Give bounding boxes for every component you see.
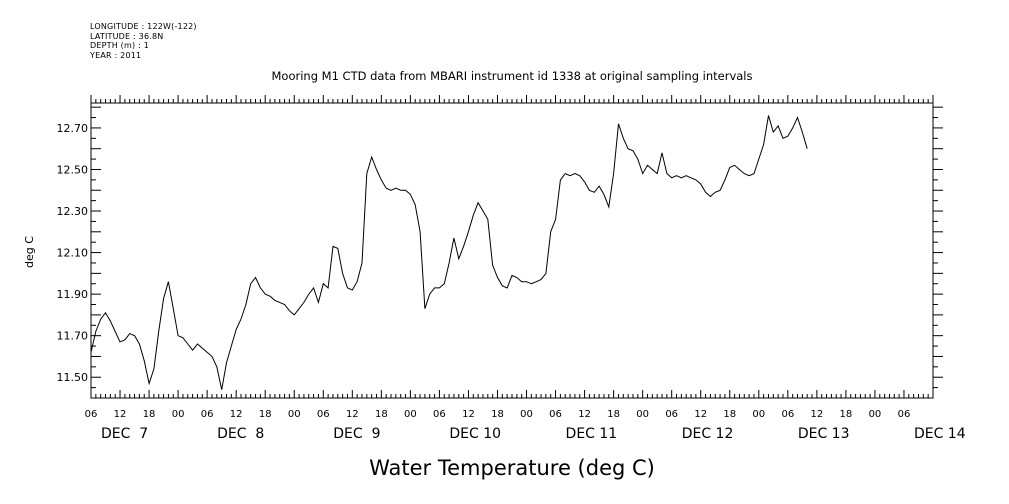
x-hour-label: 12 — [462, 409, 475, 420]
x-hour-label: 12 — [694, 409, 707, 420]
x-day-label: DEC 7 — [101, 426, 148, 442]
y-tick-label: 11.50 — [57, 371, 89, 384]
x-hour-label: 00 — [172, 409, 185, 420]
x-hour-label: 06 — [781, 409, 794, 420]
x-day-label: DEC 11 — [566, 426, 618, 442]
year-text: YEAR : 2011 — [90, 50, 142, 60]
x-hour-label: 00 — [752, 409, 765, 420]
x-hour-label: 18 — [840, 409, 853, 420]
x-hour-label: 12 — [230, 409, 243, 420]
x-hour-label: 12 — [578, 409, 591, 420]
y-tick-label: 11.90 — [57, 288, 89, 301]
x-day-label: DEC 13 — [798, 426, 850, 442]
x-hour-label: 18 — [259, 409, 272, 420]
x-hour-label: 18 — [607, 409, 620, 420]
dataset-metadata: LONGITUDE : 122W(-122) LATITUDE : 36.8N … — [90, 22, 197, 60]
y-axis: 11.50 11.70 11.90 12.10 12.30 12.50 12.70 — [57, 106, 943, 389]
depth-text: DEPTH (m) : 1 — [90, 41, 149, 50]
x-hour-label: 18 — [723, 409, 736, 420]
y-tick-label: 11.70 — [57, 330, 89, 343]
x-hour-label: 12 — [810, 409, 823, 420]
x-hour-label: 06 — [549, 409, 562, 420]
x-hour-label: 06 — [85, 409, 98, 420]
x-hour-label: 00 — [869, 409, 882, 420]
x-hour-label: 12 — [346, 409, 359, 420]
x-hour-label: 18 — [375, 409, 388, 420]
x-day-label: DEC 10 — [449, 426, 501, 442]
y-tick-label: 12.10 — [57, 247, 89, 260]
y-axis-label: deg C — [23, 236, 36, 268]
x-day-label: DEC 8 — [217, 426, 264, 442]
chart-title: Mooring M1 CTD data from MBARI instrumen… — [272, 69, 753, 83]
longitude-text: LONGITUDE : 122W(-122) — [90, 22, 197, 31]
x-hour-label: 00 — [636, 409, 649, 420]
x-hour-label: 06 — [317, 409, 330, 420]
x-day-label: DEC 9 — [333, 426, 380, 442]
x-hour-label: 06 — [898, 409, 911, 420]
x-axis: 06 12 18 00 06 12 18 00 06 12 18 00 06 12 18 00 06 12 18 00… — [85, 95, 966, 442]
temperature-line — [90, 115, 808, 390]
y-tick-label: 12.70 — [57, 122, 89, 135]
x-hour-label: 06 — [665, 409, 678, 420]
x-day-label: DEC 14 — [914, 426, 966, 442]
x-axis-label: Water Temperature (deg C) — [369, 456, 655, 480]
latitude-text: LATITUDE : 36.8N — [90, 31, 164, 41]
x-hour-label: 18 — [491, 409, 504, 420]
x-hour-label: 00 — [404, 409, 417, 420]
x-hour-label: 18 — [143, 409, 156, 420]
x-hour-label: 00 — [288, 409, 301, 420]
y-tick-label: 12.50 — [57, 163, 89, 176]
x-hour-label: 12 — [114, 409, 127, 420]
x-hour-label: 06 — [201, 409, 214, 420]
x-hour-label: 06 — [433, 409, 446, 420]
x-hour-label: 00 — [520, 409, 533, 420]
x-day-label: DEC 12 — [682, 426, 734, 442]
y-tick-label: 12.30 — [57, 205, 89, 218]
